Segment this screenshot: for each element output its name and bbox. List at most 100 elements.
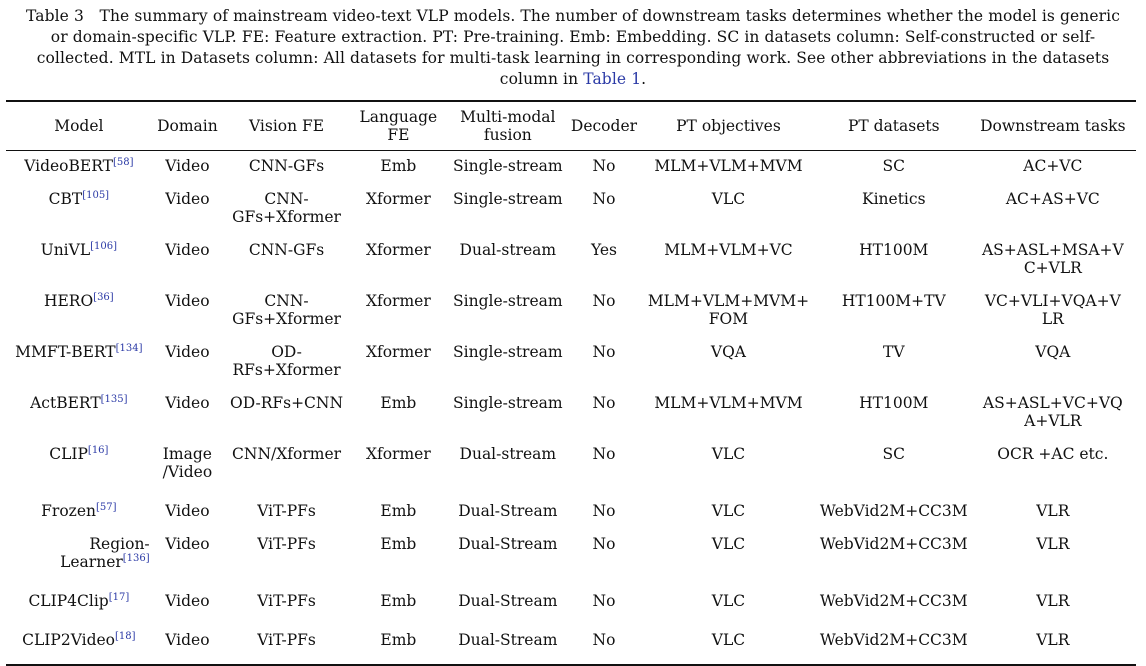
cell-decoder: No [569,445,639,496]
table-row: CLIP2Video[18] Video ViT-PFs Emb Dual-Stream… [6,625,1136,665]
header-fusion: Multi-modal fusion [447,101,569,151]
vlp-models-table: Model Domain Vision FE Language FE Multi… [6,100,1136,666]
cell-pt-datasets: WebVid2M+CC3M [818,496,970,535]
cell-pt-datasets: HT100M [818,241,970,292]
cell-downstream: VC+VLI+VQA+V LR [970,292,1136,343]
cell-language-fe: Emb [350,535,447,586]
cell-text: Dual-stream [459,241,557,259]
cell-text: Video [165,241,210,259]
header-pt-datasets: PT datasets [847,117,940,135]
cell-text: Single-stream [453,292,563,310]
cell-decoder: No [569,625,639,665]
citation-link[interactable]: [105] [82,190,110,201]
cell-fusion: Single-stream [447,394,569,445]
cell-language-fe: Emb [350,625,447,665]
cell-model: Region- Learner[136] [6,535,152,586]
cell-text: CNN-GFs [248,157,325,175]
cell-text: Dual-Stream [458,631,558,649]
cell-decoder: No [569,292,639,343]
cell-text: Xformer [365,292,431,310]
cell-pt-objectives: MLM+VLM+MVM+ FOM [639,292,818,343]
cell-pt-objectives: MLM+VLM+VC [639,241,818,292]
cell-text: VLC [711,631,746,649]
citation-link[interactable]: [134] [115,343,143,354]
cell-text: VLR [1036,631,1070,649]
cell-text: Emb [380,631,417,649]
cell-fusion: Dual-stream [447,241,569,292]
table-row: UniVL[106] Video CNN-GFs Xformer Dual-stream… [6,241,1136,292]
cell-downstream: AC+VC [970,151,1136,191]
cell-text: UniVL [40,241,91,259]
cell-language-fe: Emb [350,496,447,535]
cell-text: VLR [1036,592,1070,610]
cell-text: ViT-PFs [257,631,316,649]
cell-text: No [592,592,616,610]
cell-text: VLC [711,535,746,553]
cell-pt-objectives: MLM+VLM+MVM [639,151,818,191]
cell-text: WebVid2M+CC3M [819,535,968,553]
cell-decoder: No [569,535,639,586]
cell-language-fe: Xformer [350,190,447,241]
table-body: VideoBERT[58] Video CNN-GFs Emb Single-strea… [6,151,1136,665]
cell-fusion: Single-stream [447,343,569,394]
citation-link[interactable]: [16] [87,445,109,456]
cell-fusion: Dual-Stream [447,496,569,535]
cell-text: MLM+VLM+VC [664,241,793,259]
cell-domain: Video [152,343,223,394]
header-vision-fe: Vision FE [248,117,325,135]
cell-text: Yes [590,241,617,259]
citation-link[interactable]: [106] [90,241,118,252]
cell-pt-objectives: VLC [639,496,818,535]
cell-text: Xformer [365,445,431,463]
citation-link[interactable]: [57] [95,502,117,513]
cell-language-fe: Xformer [350,445,447,496]
cell-domain: Video [152,292,223,343]
cell-vision-fe: CNN-GFs [223,151,350,191]
cell-text: Dual-Stream [458,535,558,553]
cell-text: CNN/Xformer [232,445,342,463]
cell-text: VLR [1036,502,1070,520]
cell-text: WebVid2M+CC3M [819,502,968,520]
citation-link[interactable]: [58] [112,157,134,168]
cell-text: MLM+VLM+MVM [654,157,803,175]
cell-vision-fe: CNN- GFs+Xformer [223,190,350,241]
cell-pt-datasets: Kinetics [818,190,970,241]
cell-vision-fe: ViT-PFs [223,586,350,625]
header-downstream: Downstream tasks [980,117,1126,135]
cell-text: MLM+VLM+MVM [654,394,803,412]
header-row: Model Domain Vision FE Language FE Multi… [6,101,1136,151]
cell-text: AC+VC [1023,157,1083,175]
cell-text: TV [883,343,905,361]
cell-pt-datasets: WebVid2M+CC3M [818,586,970,625]
table-1-link[interactable]: Table 1 [583,70,642,88]
cell-downstream: VLR [970,496,1136,535]
cell-decoder: Yes [569,241,639,292]
cell-text: Emb [380,157,417,175]
cell-language-fe: Emb [350,394,447,445]
cell-downstream: AS+ASL+MSA+V C+VLR [970,241,1136,292]
citation-link[interactable]: [136] [122,553,150,564]
citation-link[interactable]: [17] [108,592,130,603]
table-row: CBT[105] Video CNN- GFs+Xformer Xformer Sing… [6,190,1136,241]
citation-link[interactable]: [18] [115,631,136,642]
cell-pt-datasets: SC [818,445,970,496]
cell-pt-datasets: SC [818,151,970,191]
cell-text: No [592,502,616,520]
cell-text: HT100M [859,394,929,412]
cell-text: CBT [48,190,83,208]
header-domain: Domain [157,117,218,135]
cell-model: MMFT-BERT[134] [6,343,152,394]
citation-link[interactable]: [135] [100,394,128,405]
cell-text: OD-RFs+CNN [230,394,344,412]
citation-link[interactable]: [36] [93,292,114,303]
table-row: Region- Learner[136] Video ViT-PFs Emb Dual-… [6,535,1136,586]
cell-language-fe: Emb [350,586,447,625]
cell-text: AS+ASL+VC+VQ A+VLR [982,394,1123,430]
cell-text: HERO [43,292,94,310]
cell-model: Frozen[57] [6,496,152,535]
table-row: CLIP4Clip[17] Video ViT-PFs Emb Dual-Stream N… [6,586,1136,625]
cell-downstream: OCR +AC etc. [970,445,1136,496]
cell-decoder: No [569,586,639,625]
cell-pt-objectives: VLC [639,445,818,496]
cell-pt-datasets: HT100M+TV [818,292,970,343]
